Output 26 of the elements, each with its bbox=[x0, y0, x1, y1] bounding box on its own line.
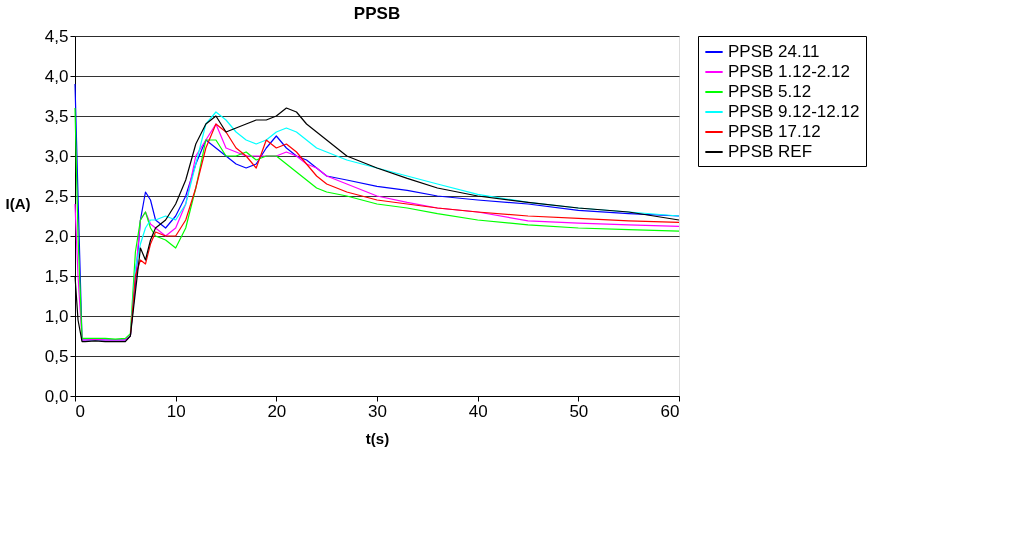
y-tick-label: 2,0 bbox=[44, 226, 69, 246]
x-tick-label: 0 bbox=[75, 401, 85, 421]
legend-label: PPSB 17.12 bbox=[728, 122, 821, 141]
legend-label: PPSB 5.12 bbox=[728, 82, 812, 101]
chart-title: PPSB bbox=[353, 4, 401, 23]
x-tick-label: 10 bbox=[166, 401, 186, 421]
y-tick-label: 3,0 bbox=[44, 146, 69, 166]
legend-label: PPSB 24.11 bbox=[728, 42, 820, 61]
x-tick-label: 40 bbox=[468, 401, 488, 421]
legend-label: PPSB REF bbox=[728, 142, 813, 161]
y-tick-label: 1,5 bbox=[44, 266, 69, 286]
x-tick-label: 30 bbox=[368, 401, 387, 421]
y-tick-label: 2,5 bbox=[44, 186, 69, 206]
x-axis-title: t(s) bbox=[365, 429, 390, 447]
x-tick-label: 50 bbox=[569, 401, 589, 421]
legend-label: PPSB 1.12-2.12 bbox=[728, 62, 850, 81]
y-tick-label: 0,0 bbox=[44, 386, 69, 406]
legend-label: PPSB 9.12-12.12 bbox=[728, 102, 860, 121]
x-tick-label: 20 bbox=[267, 401, 287, 421]
y-tick-label: 4,0 bbox=[44, 66, 69, 86]
y-tick-label: 4,5 bbox=[44, 26, 69, 46]
x-tick-label: 60 bbox=[660, 401, 680, 421]
y-tick-label: 3,5 bbox=[44, 106, 69, 126]
y-tick-label: 1,0 bbox=[44, 306, 69, 326]
y-tick-label: 0,5 bbox=[44, 346, 69, 366]
y-axis-title: I(A) bbox=[5, 194, 31, 212]
